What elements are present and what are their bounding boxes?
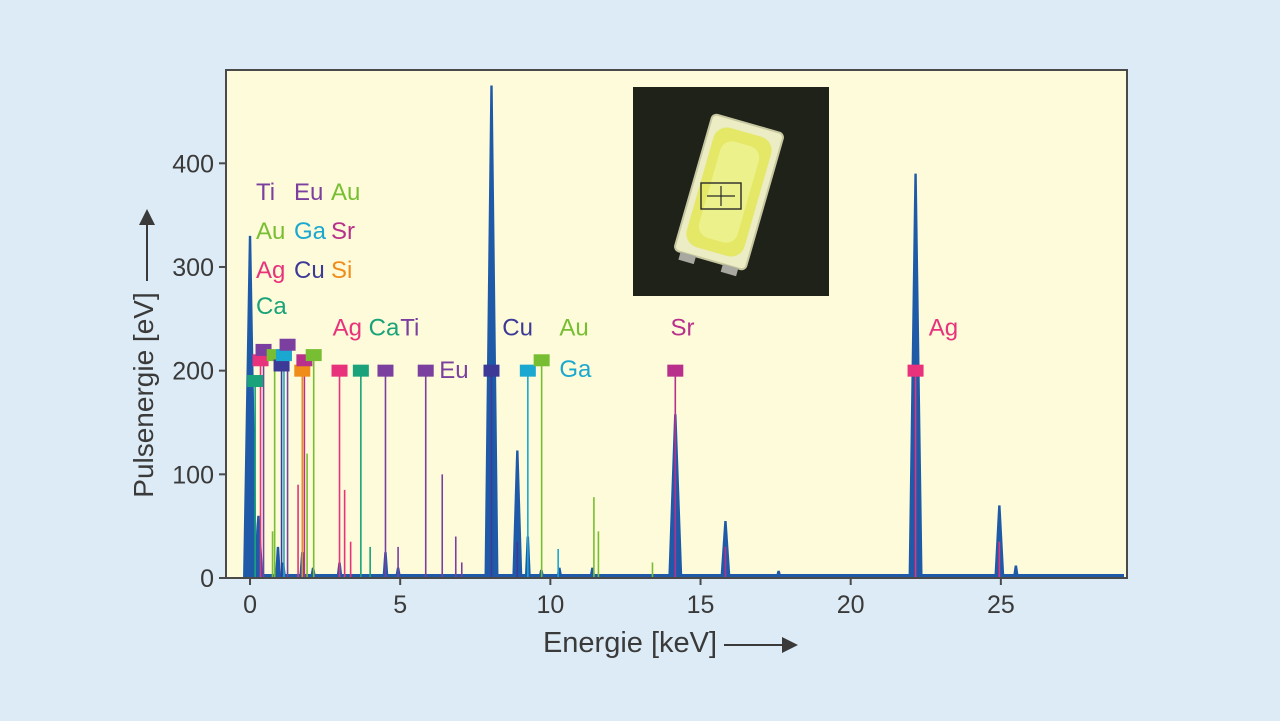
y-axis-arrow [139, 209, 155, 281]
element-marker-ag [331, 364, 348, 377]
spectrum-peak [274, 546, 281, 578]
element-marker-ga [275, 349, 292, 362]
element-marker-si [294, 364, 311, 377]
element-marker-ti [377, 364, 394, 377]
spectrum-peak [512, 450, 523, 578]
peak-label-sr: Sr [670, 314, 694, 341]
legend-item-ti: Ti [256, 179, 275, 206]
element-marker-ca [352, 364, 369, 377]
element-marker-ag [907, 364, 924, 377]
annotations-layer: Ag Ca Ti Eu Cu Au Ga Sr Ag [333, 314, 959, 384]
element-marker-sr [667, 364, 684, 377]
y-tick-label: 300 [172, 254, 214, 282]
x-tick-label: 20 [837, 591, 865, 619]
peak-label-ag: Ag [333, 314, 362, 341]
y-axis-label: Pulsenergie [eV] [128, 292, 159, 497]
y-tick-label: 200 [172, 358, 214, 386]
led-photo-inset [633, 87, 829, 296]
x-tick-label: 25 [987, 591, 1015, 619]
peak-label-eu: Eu [439, 357, 468, 384]
x-tick-label: 15 [687, 591, 715, 619]
x-tick-label: 5 [393, 591, 407, 619]
y-tick-label: 0 [200, 565, 214, 593]
axis-ticks-layer: 0 5 10 15 20 25 0 100 200 300 400 [172, 150, 1014, 619]
legend-item-au: Au [256, 218, 285, 245]
element-marker-eu [279, 338, 296, 351]
legend-item-au: Au [331, 179, 360, 206]
element-marker-eu [417, 364, 434, 377]
x-tick-label: 0 [243, 591, 257, 619]
legend-item-si: Si [331, 257, 352, 284]
spectrum-peak [484, 85, 499, 578]
element-marker-ga [519, 364, 536, 377]
spectrum-baseline [247, 574, 1124, 578]
peak-label-cu: Cu [502, 314, 533, 341]
element-marker-ag [252, 354, 269, 367]
peak-label-ga: Ga [559, 356, 592, 383]
y-tick-label: 100 [172, 461, 214, 489]
x-axis-label: Energie [keV] [543, 627, 717, 659]
element-marker-au [533, 354, 550, 367]
peak-label-ag: Ag [929, 314, 958, 341]
element-marker-cu [483, 364, 500, 377]
peak-label-ti: Ti [400, 314, 419, 341]
legend-item-ag: Ag [256, 257, 285, 284]
spectrum-peak [243, 235, 258, 578]
element-marker-cu [273, 359, 290, 372]
legend-item-ca: Ca [256, 293, 287, 320]
legend-item-ga: Ga [294, 218, 327, 245]
element-marker-ca [247, 375, 264, 388]
x-axis-arrow [724, 637, 798, 653]
peak-label-ca: Ca [369, 314, 400, 341]
element-marker-au [305, 349, 322, 362]
x-tick-label: 10 [536, 591, 564, 619]
legend-item-eu: Eu [294, 179, 323, 206]
spectrum-peak [775, 570, 782, 578]
peak-label-au: Au [559, 314, 588, 341]
element-lines-layer [247, 338, 1001, 578]
plot-frame [225, 69, 1128, 579]
spectrum-peak [1012, 565, 1019, 578]
legend-item-sr: Sr [331, 218, 355, 245]
y-tick-label: 400 [172, 150, 214, 178]
legend-item-cu: Cu [294, 257, 325, 284]
